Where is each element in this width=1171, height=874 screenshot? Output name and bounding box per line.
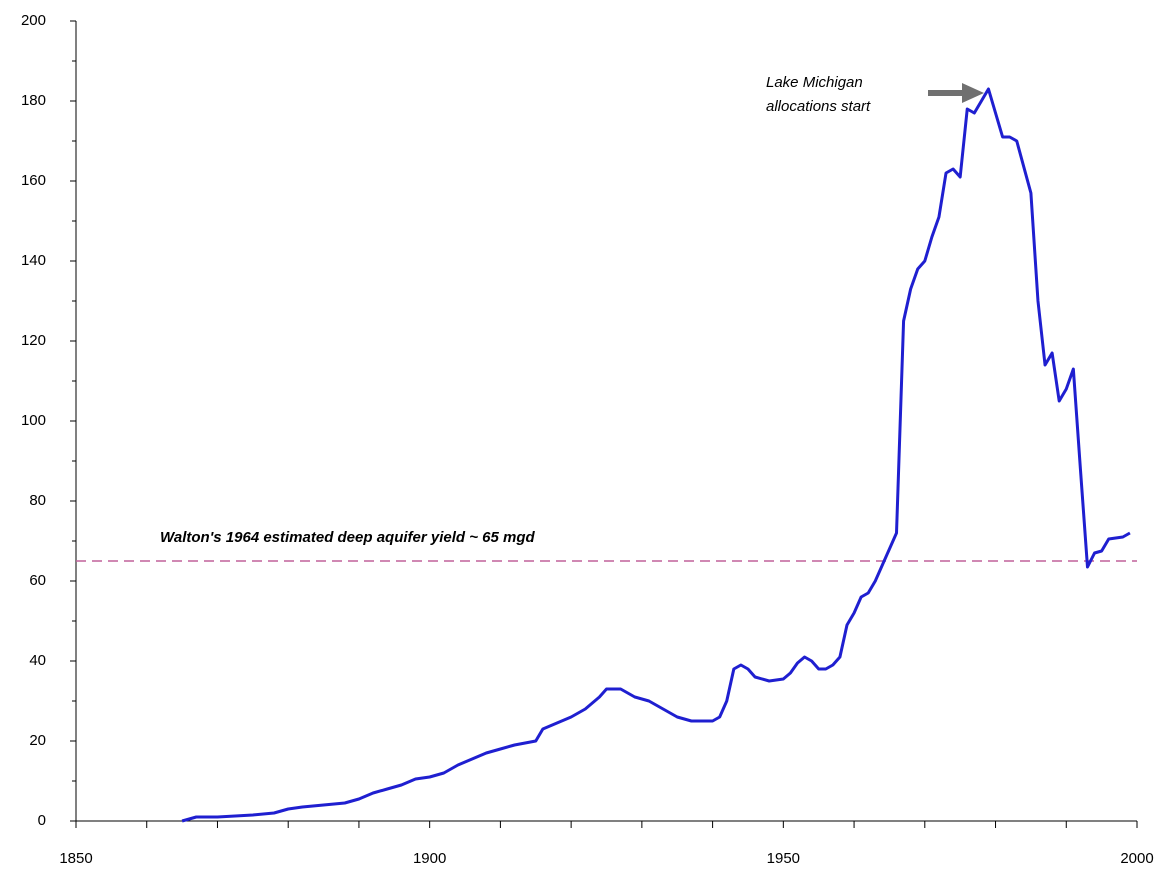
annotation: allocations start: [766, 98, 871, 115]
y-tick-label: 140: [21, 252, 46, 269]
x-tick-label: 2000: [1120, 850, 1153, 867]
y-tick-label: 180: [21, 92, 46, 109]
annotation: Lake Michigan: [766, 74, 863, 91]
x-tick-label: 1850: [59, 850, 92, 867]
y-tick-label: 60: [29, 572, 46, 589]
y-tick-label: 80: [29, 492, 46, 509]
y-tick-label: 160: [21, 172, 46, 189]
y-tick-label: 40: [29, 652, 46, 669]
x-tick-label: 1950: [767, 850, 800, 867]
y-tick-label: 120: [21, 332, 46, 349]
x-tick-label: 1900: [413, 850, 446, 867]
reference-label: Walton's 1964 estimated deep aquifer yie…: [160, 529, 536, 546]
y-tick-label: 20: [29, 732, 46, 749]
data-line: [181, 87, 1131, 823]
y-tick-label: 0: [38, 812, 46, 829]
y-tick-label: 200: [21, 12, 46, 29]
y-tick-label: 100: [21, 412, 46, 429]
arrow: [928, 83, 984, 103]
